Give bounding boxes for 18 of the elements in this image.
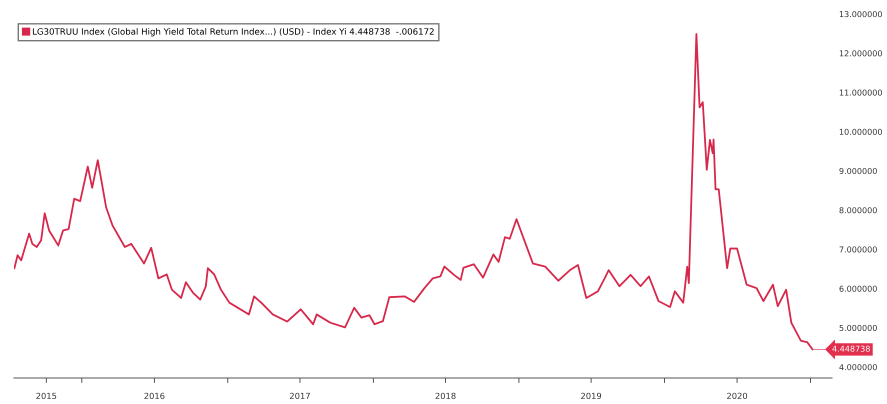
x-tick-label: 2018 (436, 392, 456, 400)
y-tick-label: 13.000000 (840, 11, 882, 18)
y-tick-label: 7.000000 (840, 246, 877, 253)
y-tick-label: 9.000000 (839, 168, 877, 174)
y-tick-label: 5.000000 (840, 324, 877, 331)
y-tick-label: 11.000000 (840, 90, 882, 96)
x-tick-label: 2019 (581, 392, 602, 400)
y-tick-label: 8.000000 (839, 207, 877, 214)
x-tick-label: 2016 (144, 392, 164, 400)
x-tick-label: 2017 (290, 392, 310, 400)
x-tick-label: 2020 (727, 392, 748, 400)
y-tick-label: 6.000000 (840, 286, 877, 292)
y-tick-label: 12.000000 (840, 50, 882, 56)
annotation: 4.448738 (832, 346, 870, 352)
x-tick-label: 2015 (36, 392, 56, 400)
y-tick-label: 10.000000 (840, 128, 882, 135)
legend-label: LG30TRUU Index (Global High Yield Total Return Index...) (USD) - Index Yi 4.448738 -.006172 (32, 28, 434, 36)
y-tick-label: 4.000000 (839, 364, 877, 370)
